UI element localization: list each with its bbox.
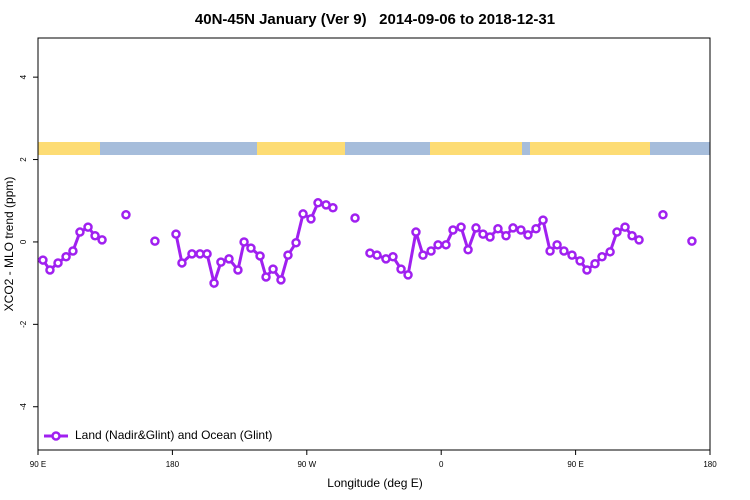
- data-point: [202, 249, 212, 259]
- data-point: [298, 209, 308, 219]
- data-point: [97, 235, 107, 245]
- x-tick-label: 180: [703, 460, 717, 469]
- data-point: [567, 250, 577, 260]
- data-point: [121, 209, 131, 220]
- data-point: [552, 240, 562, 250]
- y-tick-label: 0: [19, 239, 28, 244]
- data-point: [291, 238, 301, 248]
- data-point: [255, 251, 265, 261]
- data-point: [471, 223, 481, 233]
- data-point: [516, 225, 526, 235]
- data-point: [171, 229, 181, 239]
- y-tick-label: 4: [19, 74, 28, 79]
- data-point: [559, 246, 569, 256]
- data-point: [426, 246, 436, 256]
- y-axis-label: XCO2 - MLO trend (ppm): [2, 177, 16, 312]
- data-point: [403, 270, 413, 280]
- data-point: [501, 231, 511, 241]
- data-point: [634, 235, 644, 245]
- data-point: [441, 240, 451, 250]
- data-point: [575, 256, 585, 266]
- data-point: [216, 257, 226, 267]
- legend-label: Land (Nadir&Glint) and Ocean (Glint): [75, 428, 272, 442]
- data-point: [658, 209, 668, 220]
- data-point: [456, 222, 466, 232]
- data-point: [328, 202, 338, 213]
- data-point: [493, 224, 503, 234]
- y-tick-label: -2: [19, 320, 28, 328]
- data-point: [620, 222, 630, 232]
- data-point: [246, 243, 256, 253]
- data-point: [396, 264, 406, 274]
- data-point: [411, 227, 421, 237]
- land-ocean-strip: [38, 142, 710, 155]
- y-tick-label: 2: [19, 157, 28, 162]
- data-point: [283, 250, 293, 260]
- data-point: [224, 254, 234, 264]
- data-point: [433, 240, 443, 250]
- data-point: [276, 275, 286, 285]
- x-tick-label: 90 E: [30, 460, 46, 469]
- data-point: [187, 249, 197, 259]
- data-point: [38, 255, 48, 265]
- data-point: [531, 224, 541, 234]
- data-point: [627, 231, 637, 241]
- data-point: [597, 252, 607, 262]
- x-tick-label: 90 E: [567, 460, 583, 469]
- chart-title: 40N-45N January (Ver 9) 2014-09-06 to 20…: [195, 11, 555, 28]
- data-point: [485, 232, 495, 242]
- data-point: [463, 245, 473, 255]
- data-point: [90, 231, 100, 241]
- data-point: [53, 258, 63, 268]
- data-point: [150, 236, 160, 246]
- x-axis-label: Longitude (deg E): [327, 476, 422, 490]
- data-point: [582, 265, 592, 275]
- data-point: [45, 265, 55, 275]
- plot-frame: [37, 37, 711, 451]
- data-point: [239, 237, 249, 247]
- data-point: [545, 246, 555, 256]
- data-point: [448, 225, 458, 235]
- data-point: [268, 264, 278, 274]
- data-point: [350, 213, 360, 223]
- data-point: [233, 265, 243, 275]
- data-point: [75, 227, 85, 237]
- data-point: [68, 246, 78, 256]
- data-point: [372, 250, 382, 260]
- data-point: [687, 236, 697, 246]
- data-point: [590, 259, 600, 269]
- data-point: [261, 272, 271, 282]
- data-point: [523, 230, 533, 240]
- data-point: [612, 227, 622, 237]
- data-point: [538, 215, 548, 225]
- data-point: [388, 252, 398, 262]
- data-point: [177, 258, 187, 268]
- data-point: [418, 250, 428, 260]
- data-point: [313, 198, 323, 208]
- data-point: [306, 214, 316, 224]
- x-tick-label: 90 W: [297, 460, 316, 469]
- x-tick-label: 180: [166, 460, 180, 469]
- x-tick-label: 0: [439, 460, 444, 469]
- data-point: [61, 252, 71, 262]
- data-point: [209, 278, 219, 288]
- data-point: [605, 247, 615, 257]
- data-point: [83, 222, 93, 232]
- legend-marker: [51, 431, 61, 441]
- data-point: [508, 223, 518, 233]
- y-tick-label: -4: [19, 403, 28, 411]
